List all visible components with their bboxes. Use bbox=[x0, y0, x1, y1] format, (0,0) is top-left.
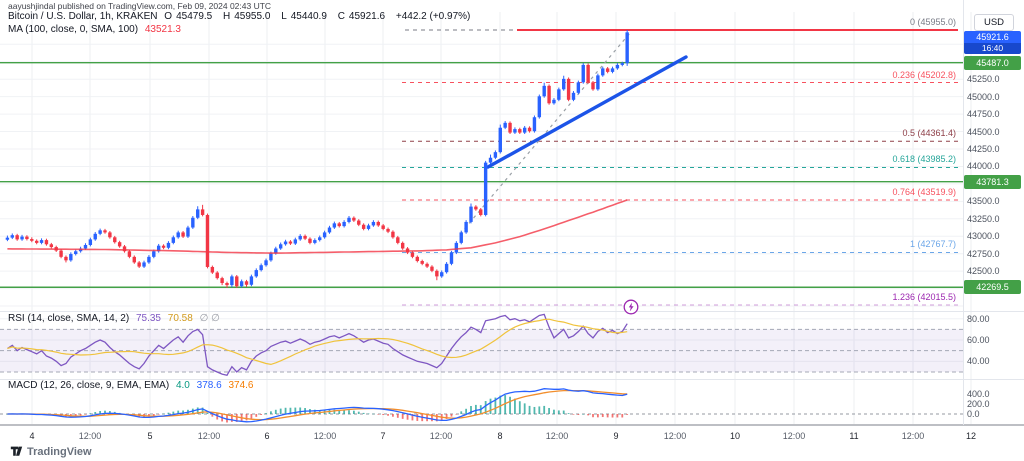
rsi-legend-row[interactable]: RSI (14, close, SMA, 14, 2) 75.35 70.58 … bbox=[8, 313, 224, 325]
ohlc-high: H 45955.0 bbox=[223, 11, 271, 22]
last-price-badge: 45921.6 16:40 bbox=[964, 31, 1021, 54]
rsi-label: RSI (14, close, SMA, 14, 2) bbox=[8, 313, 130, 324]
last-price-value: 45921.6 bbox=[964, 31, 1021, 43]
bar-countdown: 16:40 bbox=[964, 43, 1021, 54]
tradingview-logo-icon bbox=[10, 446, 23, 456]
tradingview-logo-text: TradingView bbox=[27, 445, 92, 458]
currency-toggle-button[interactable]: USD bbox=[974, 14, 1014, 31]
macd-legend-row[interactable]: MACD (12, 26, close, 9, EMA, EMA) 4.0 37… bbox=[8, 380, 257, 392]
macd-label: MACD (12, 26, close, 9, EMA, EMA) bbox=[8, 380, 170, 391]
flash-pattern-icon[interactable] bbox=[623, 299, 639, 315]
symbol-title: Bitcoin / U.S. Dollar, 1h, KRAKEN bbox=[8, 11, 158, 22]
ohlc-close: C 45921.6 bbox=[337, 11, 386, 22]
tradingview-logo[interactable]: TradingView bbox=[10, 445, 92, 458]
price-change: +442.2 (+0.97%) bbox=[395, 11, 471, 22]
watermark-text: aayushjindal published on TradingView.co… bbox=[8, 1, 272, 11]
ma-legend-row[interactable]: MA (100, close, 0, SMA, 100) 43521.3 bbox=[8, 24, 185, 36]
rsi-empty-values: ∅ ∅ bbox=[199, 313, 220, 324]
ma-value: 43521.3 bbox=[144, 24, 181, 35]
macd-signal-value: 374.6 bbox=[228, 380, 254, 391]
symbol-legend-row[interactable]: Bitcoin / U.S. Dollar, 1h, KRAKEN O 45479… bbox=[8, 11, 474, 23]
ohlc-open: O 45479.5 bbox=[164, 11, 213, 22]
rsi-ma-value: 70.58 bbox=[167, 313, 193, 324]
ma-label: MA (100, close, 0, SMA, 100) bbox=[8, 24, 139, 35]
macd-hist-value: 4.0 bbox=[175, 380, 190, 391]
macd-value: 378.6 bbox=[196, 380, 222, 391]
rsi-value: 75.35 bbox=[135, 313, 161, 324]
ohlc-low: L 45440.9 bbox=[281, 11, 327, 22]
